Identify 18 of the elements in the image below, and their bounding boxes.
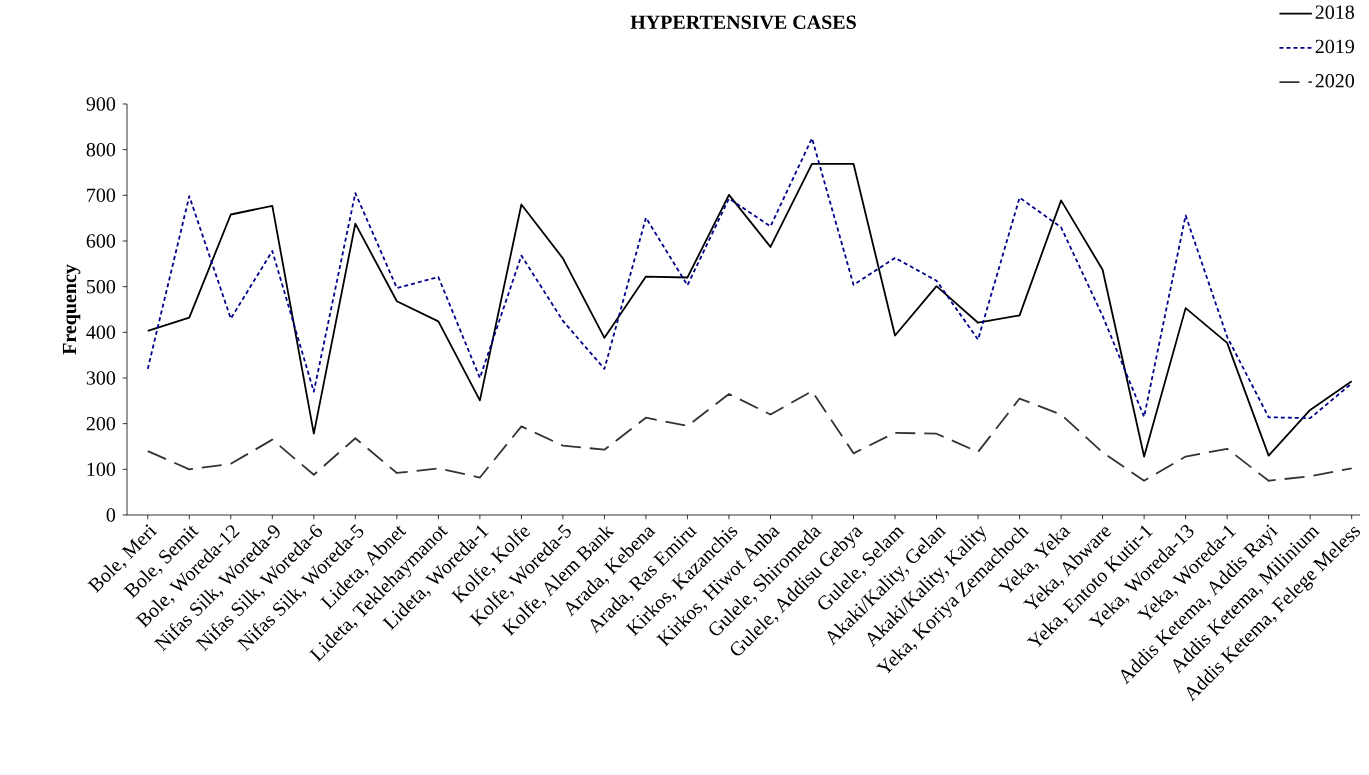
y-tick-label: 200	[86, 416, 116, 431]
line-series	[146, 162, 1353, 458]
y-tick-label: 400	[86, 325, 116, 340]
y-tick-label: 700	[87, 188, 116, 203]
y-tick-label: 500	[87, 279, 116, 294]
y-tick-label: 0	[106, 508, 116, 522]
y-tick-label: 300	[86, 371, 116, 385]
y-tick-label: 900	[86, 97, 116, 111]
y-tick-label: 600	[86, 234, 116, 248]
line-series	[146, 137, 1353, 420]
legend-label: 2020	[1315, 74, 1355, 88]
chart-title: HYPERTENSIVE CASES	[630, 15, 856, 30]
y-tick-label: 100	[87, 462, 116, 477]
line-series	[146, 390, 1353, 482]
y-tick-label: 800	[86, 142, 116, 157]
y-axis-title: Frequency	[62, 264, 81, 355]
legend-label: 2019	[1315, 39, 1354, 54]
legend-label: 2018	[1315, 5, 1355, 19]
